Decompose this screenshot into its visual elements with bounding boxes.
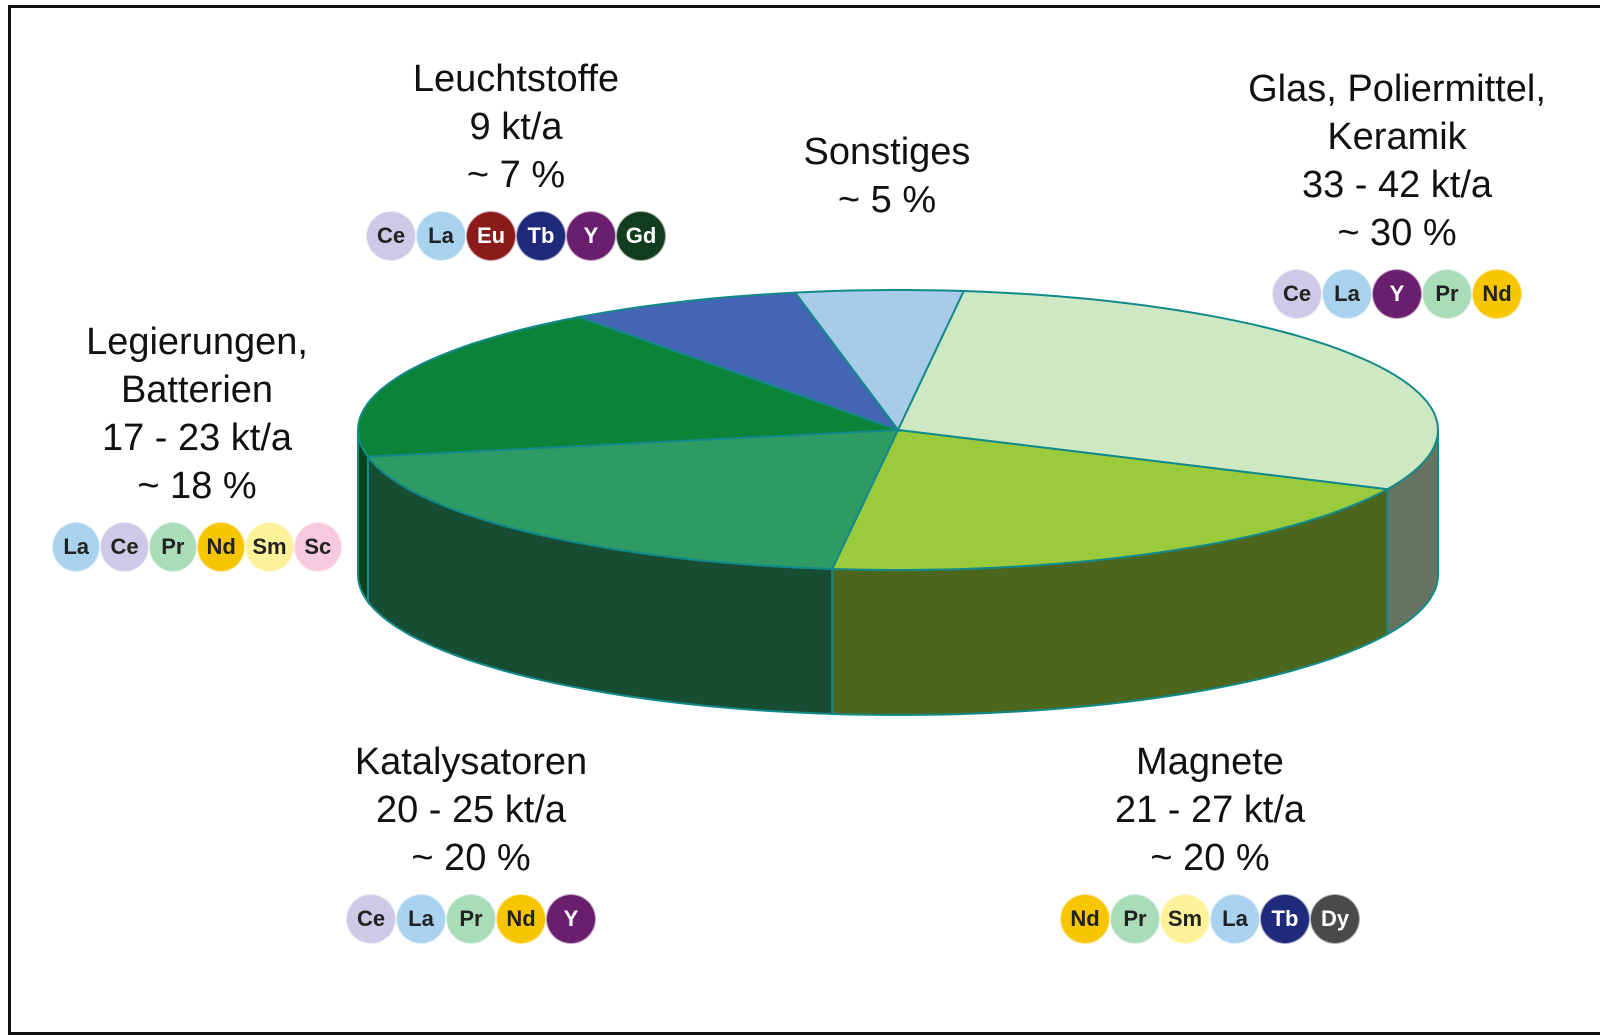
slice	[357, 315, 899, 458]
element-badge: Ce	[366, 211, 416, 261]
category-label: Glas, Poliermittel, Keramik	[1248, 68, 1546, 158]
amount-label: 17 - 23 kt/a	[101, 417, 293, 459]
element-badge: Tb	[1260, 894, 1310, 944]
element-badge: Eu	[466, 211, 516, 261]
element-badge: Pr	[148, 522, 197, 572]
element-badge: Pr	[1110, 894, 1160, 944]
slice-label: Leuchtstoffe 9 kt/a ~ 7 % Ce La Eu Tb Y Gd	[336, 55, 696, 261]
element-badge: Nd	[197, 522, 246, 572]
slice	[793, 289, 966, 432]
element-badge: Pr	[446, 894, 496, 944]
element-badge: Nd	[1472, 269, 1522, 319]
element-row: La Ce Pr Nd Sm Sc	[52, 522, 342, 572]
element-badge: La	[416, 211, 466, 261]
category-label: Leuchtstoffe	[412, 58, 620, 100]
element-badge: La	[396, 894, 446, 944]
element-badge: La	[52, 522, 101, 572]
amount-label: 21 - 27 kt/a	[1114, 789, 1306, 831]
slice	[830, 428, 1391, 571]
element-badge: Y	[1372, 269, 1422, 319]
element-badge: Y	[546, 894, 596, 944]
slice-label: Legierungen, Batterien 17 - 23 kt/a ~ 18 %…	[52, 318, 342, 572]
slice-label: Magnete 21 - 27 kt/a ~ 20 % Nd Pr Sm La Tb Dy	[1010, 738, 1410, 944]
element-row: Ce La Y Pr Nd	[1217, 269, 1577, 319]
amount-label: 33 - 42 kt/a	[1301, 164, 1493, 206]
value-label: ~ 20 %	[1150, 837, 1270, 879]
slice	[896, 289, 1439, 491]
value-label: ~ 7 %	[466, 154, 566, 196]
element-badge: Nd	[496, 894, 546, 944]
element-badge: Gd	[616, 211, 666, 261]
element-row: Ce La Eu Tb Y Gd	[336, 211, 696, 261]
element-badge: La	[1210, 894, 1260, 944]
element-row: Nd Pr Sm La Tb Dy	[1010, 894, 1410, 944]
element-badge: Sm	[1160, 894, 1210, 944]
category-label: Legierungen, Batterien	[86, 321, 308, 411]
slice	[365, 428, 900, 571]
element-badge: Ce	[346, 894, 396, 944]
amount-label: 9 kt/a	[469, 106, 563, 148]
value-label: ~ 18 %	[137, 465, 257, 507]
element-badge: Dy	[1310, 894, 1360, 944]
element-badge: Sc	[293, 522, 342, 572]
value-label: ~ 5 %	[837, 179, 937, 221]
amount-label: 20 - 25 kt/a	[375, 789, 567, 831]
element-badge: Nd	[1060, 894, 1110, 944]
element-badge: Ce	[100, 522, 149, 572]
category-label: Sonstiges	[803, 131, 971, 173]
slice-label: Glas, Poliermittel, Keramik 33 - 42 kt/a ~…	[1217, 65, 1577, 319]
element-badge: Tb	[516, 211, 566, 261]
element-row: Ce La Pr Nd Y	[271, 894, 671, 944]
element-badge: Sm	[245, 522, 294, 572]
element-badge: Y	[566, 211, 616, 261]
category-label: Katalysatoren	[354, 741, 588, 783]
slice	[575, 291, 901, 433]
category-label: Magnete	[1136, 741, 1284, 783]
element-badge: Pr	[1422, 269, 1472, 319]
slice-label: Sonstiges ~ 5 %	[737, 128, 1037, 224]
value-label: ~ 30 %	[1337, 212, 1457, 254]
slice-label: Katalysatoren 20 - 25 kt/a ~ 20 % Ce La Pr Nd Y	[271, 738, 671, 944]
element-badge: La	[1322, 269, 1372, 319]
element-badge: Ce	[1272, 269, 1322, 319]
value-label: ~ 20 %	[411, 837, 531, 879]
